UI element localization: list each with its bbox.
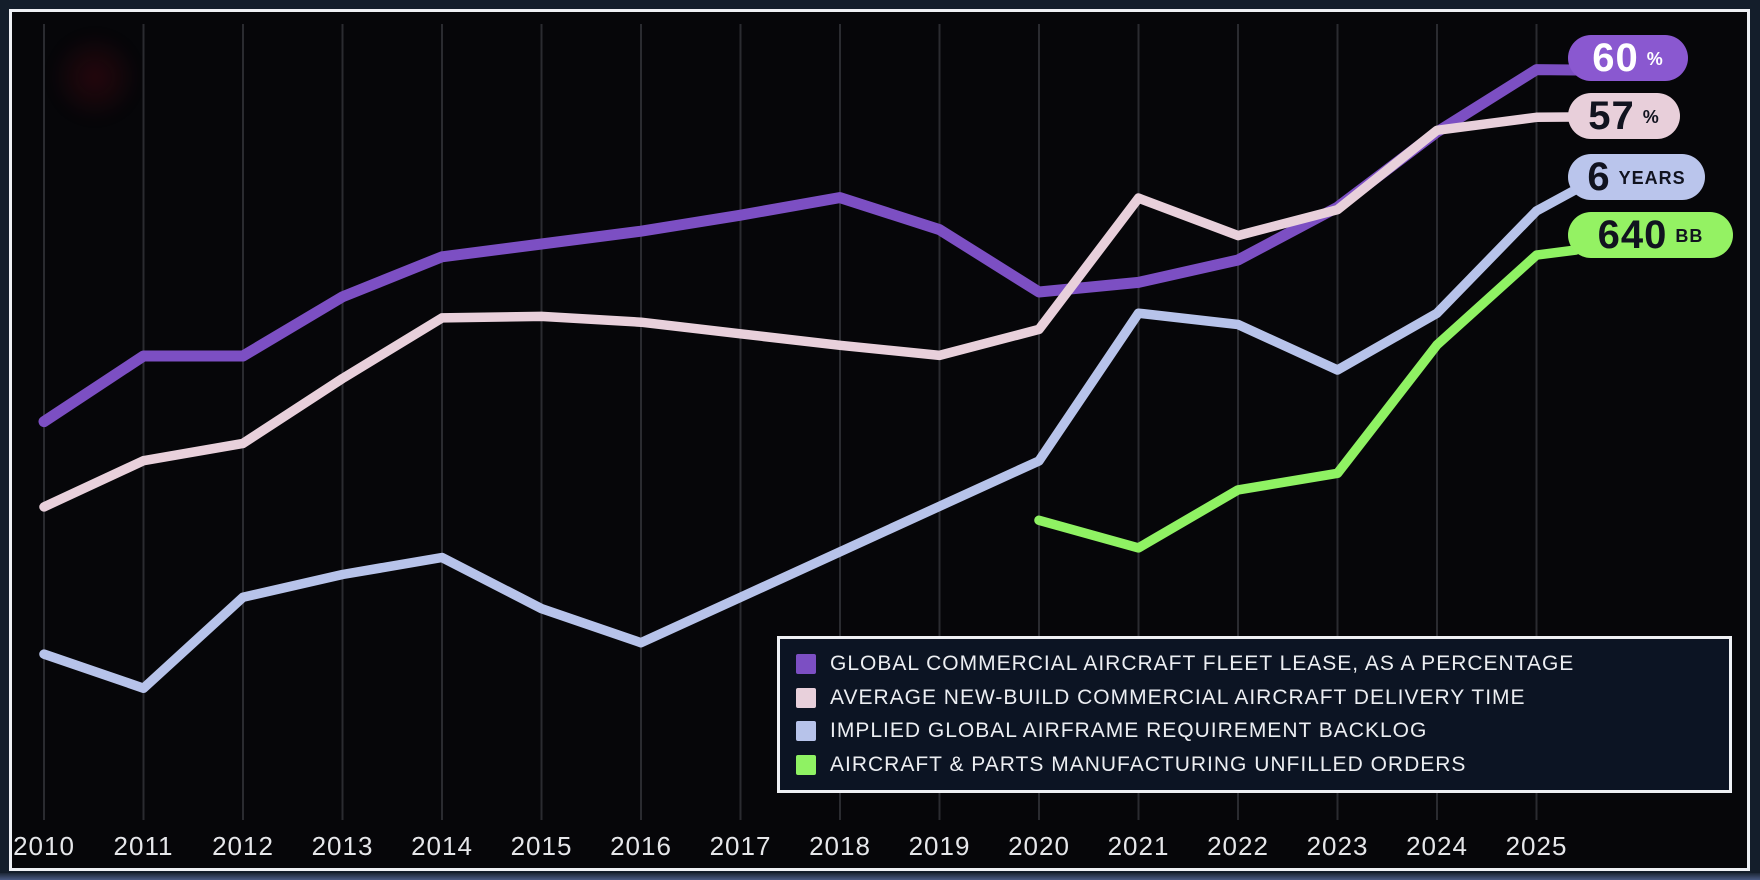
legend-item-fleet-lease: GLOBAL COMMERCIAL AIRCRAFT FLEET LEASE, … <box>796 652 1719 676</box>
legend-item-airframe-backlog: IMPLIED GLOBAL AIRFRAME REQUIREMENT BACK… <box>796 719 1719 743</box>
legend-item-delivery-time: AVERAGE NEW-BUILD COMMERCIAL AIRCRAFT DE… <box>796 686 1719 710</box>
legend-swatch-fleet-lease <box>796 654 816 675</box>
value-badge-airframe-backlog: 6 YEARS <box>1568 154 1705 200</box>
legend-swatch-unfilled-orders <box>796 754 816 775</box>
legend-label: IMPLIED GLOBAL AIRFRAME REQUIREMENT BACK… <box>830 719 1428 743</box>
legend-swatch-airframe-backlog <box>796 721 816 742</box>
badge-suffix: % <box>1642 107 1660 127</box>
legend-label: AIRCRAFT & PARTS MANUFACTURING UNFILLED … <box>830 752 1467 776</box>
bottom-strip <box>0 873 1760 880</box>
legend-swatch-delivery-time <box>796 687 816 708</box>
series-line-delivery-time <box>39 112 1578 512</box>
badge-suffix: % <box>1646 49 1664 69</box>
legend-label: AVERAGE NEW-BUILD COMMERCIAL AIRCRAFT DE… <box>830 685 1526 709</box>
badge-suffix: YEARS <box>1618 168 1686 188</box>
series-line-airframe-backlog <box>39 185 1580 693</box>
badge-value: 640 <box>1597 213 1668 257</box>
series-line-unfilled-orders <box>1034 245 1581 553</box>
badge-value: 60 <box>1592 36 1639 80</box>
legend: GLOBAL COMMERCIAL AIRCRAFT FLEET LEASE, … <box>777 636 1732 793</box>
badge-value: 57 <box>1588 94 1635 138</box>
legend-label: GLOBAL COMMERCIAL AIRCRAFT FLEET LEASE, … <box>830 652 1575 676</box>
value-badge-unfilled-orders: 640 BB <box>1568 212 1733 258</box>
value-badge-fleet-lease: 60% <box>1568 35 1688 81</box>
badge-value: 6 <box>1587 155 1611 199</box>
badge-suffix: BB <box>1675 226 1704 246</box>
legend-item-unfilled-orders: AIRCRAFT & PARTS MANUFACTURING UNFILLED … <box>796 753 1719 777</box>
value-badge-delivery-time: 57% <box>1568 93 1680 139</box>
